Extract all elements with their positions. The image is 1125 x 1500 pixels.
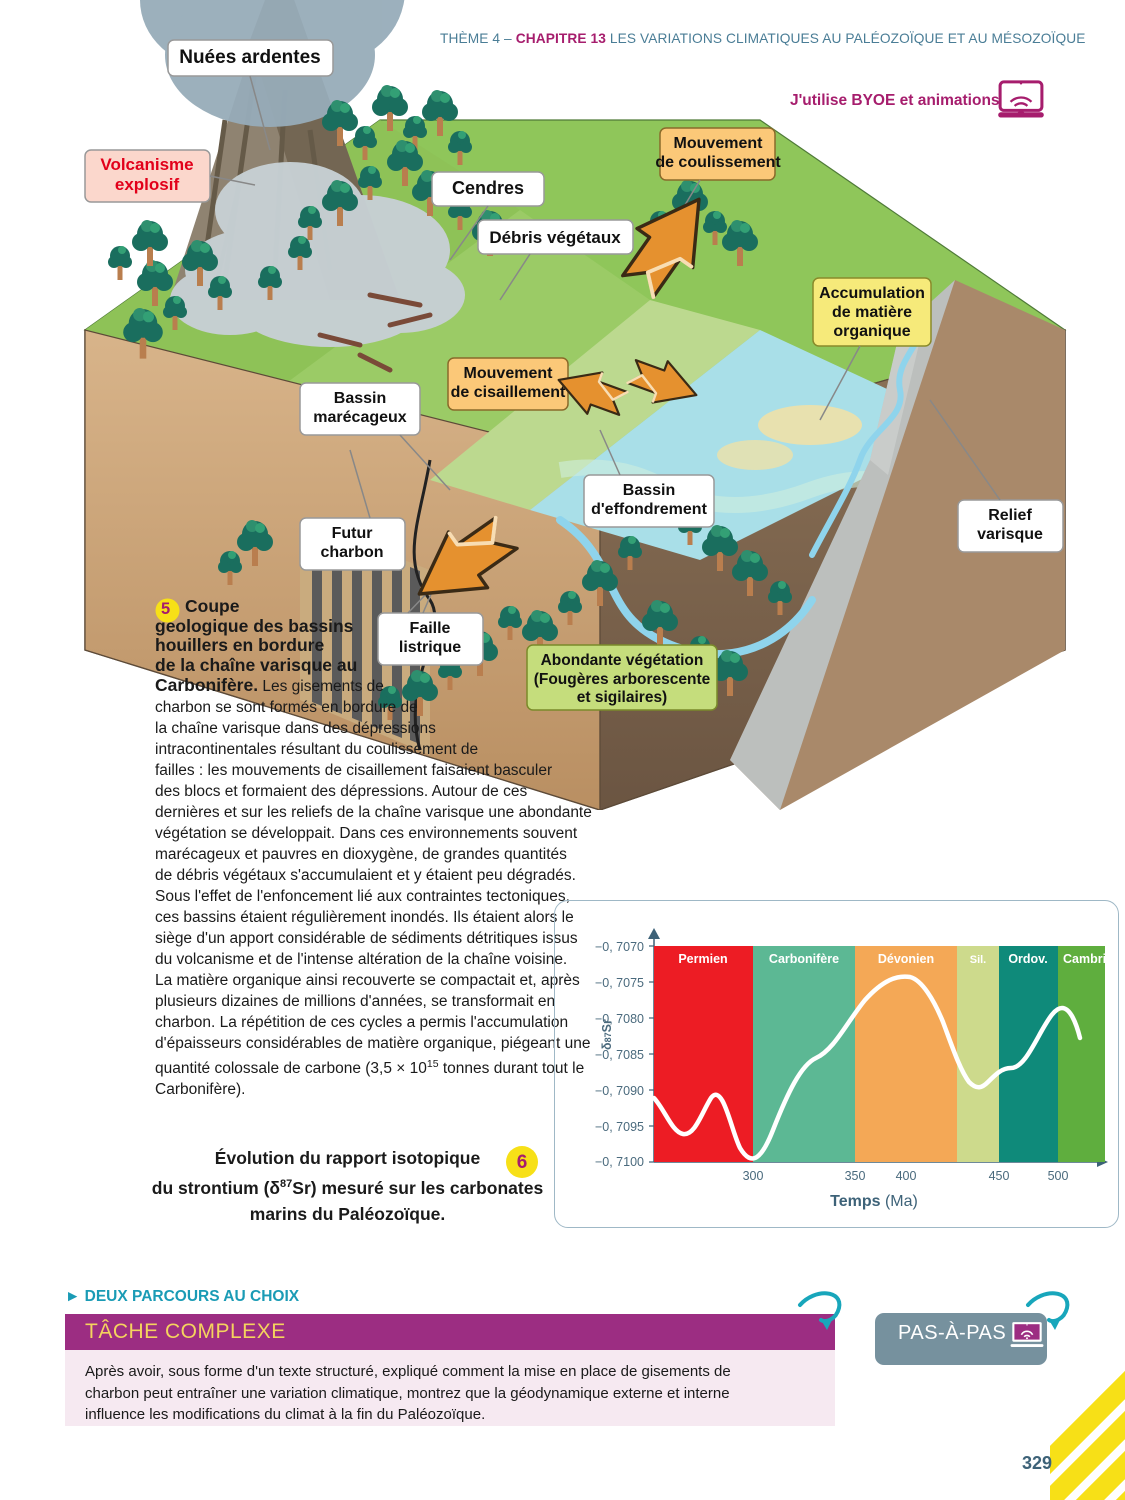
svg-text:−0, 7075: −0, 7075 bbox=[595, 976, 644, 990]
svg-text:Cambrien: Cambrien bbox=[1063, 952, 1117, 966]
svg-text:Nuées ardentes: Nuées ardentes bbox=[179, 47, 321, 68]
svg-text:de cisaillement: de cisaillement bbox=[451, 384, 566, 401]
svg-text:Dévonien: Dévonien bbox=[878, 952, 934, 966]
svg-text:400: 400 bbox=[896, 1169, 917, 1183]
svg-text:−0, 7095: −0, 7095 bbox=[595, 1120, 644, 1134]
svg-text:Débris végétaux: Débris végétaux bbox=[489, 228, 621, 247]
svg-text:Mouvement: Mouvement bbox=[674, 135, 764, 152]
svg-text:Relief: Relief bbox=[988, 507, 1032, 524]
svg-text:500: 500 bbox=[1048, 1169, 1069, 1183]
svg-text:de coulissement: de coulissement bbox=[655, 154, 781, 171]
svg-text:Bassin: Bassin bbox=[623, 482, 675, 499]
svg-text:−0, 7080: −0, 7080 bbox=[595, 1012, 644, 1026]
svg-text:450: 450 bbox=[989, 1169, 1010, 1183]
svg-text:Ordov.: Ordov. bbox=[1008, 952, 1047, 966]
svg-text:d'effondrement: d'effondrement bbox=[591, 501, 707, 518]
svg-text:350: 350 bbox=[845, 1169, 866, 1183]
svg-text:charbon: charbon bbox=[320, 544, 383, 561]
svg-text:6: 6 bbox=[517, 1152, 528, 1173]
svg-text:Sil.: Sil. bbox=[970, 954, 987, 966]
svg-text:Mouvement: Mouvement bbox=[464, 365, 554, 382]
svg-text:Temps (Ma): Temps (Ma) bbox=[830, 1193, 918, 1210]
svg-text:Accumulation: Accumulation bbox=[819, 285, 925, 302]
svg-text:Futur: Futur bbox=[332, 525, 373, 542]
svg-text:de matière: de matière bbox=[832, 304, 912, 321]
svg-text:organique: organique bbox=[833, 323, 910, 340]
svg-text:Permien: Permien bbox=[678, 952, 727, 966]
svg-text:explosif: explosif bbox=[115, 175, 180, 194]
svg-text:marécageux: marécageux bbox=[313, 409, 406, 426]
svg-text:−0, 7090: −0, 7090 bbox=[595, 1084, 644, 1098]
svg-text:−0, 7100: −0, 7100 bbox=[595, 1155, 644, 1169]
svg-text:300: 300 bbox=[743, 1169, 764, 1183]
svg-text:Cendres: Cendres bbox=[452, 178, 524, 198]
svg-text:Volcanisme: Volcanisme bbox=[100, 155, 193, 174]
svg-text:Bassin: Bassin bbox=[334, 390, 386, 407]
svg-text:varisque: varisque bbox=[977, 526, 1043, 543]
svg-text:−0, 7070: −0, 7070 bbox=[595, 940, 644, 954]
svg-text:−0, 7085: −0, 7085 bbox=[595, 1048, 644, 1062]
svg-text:Carbonifère: Carbonifère bbox=[769, 952, 839, 966]
